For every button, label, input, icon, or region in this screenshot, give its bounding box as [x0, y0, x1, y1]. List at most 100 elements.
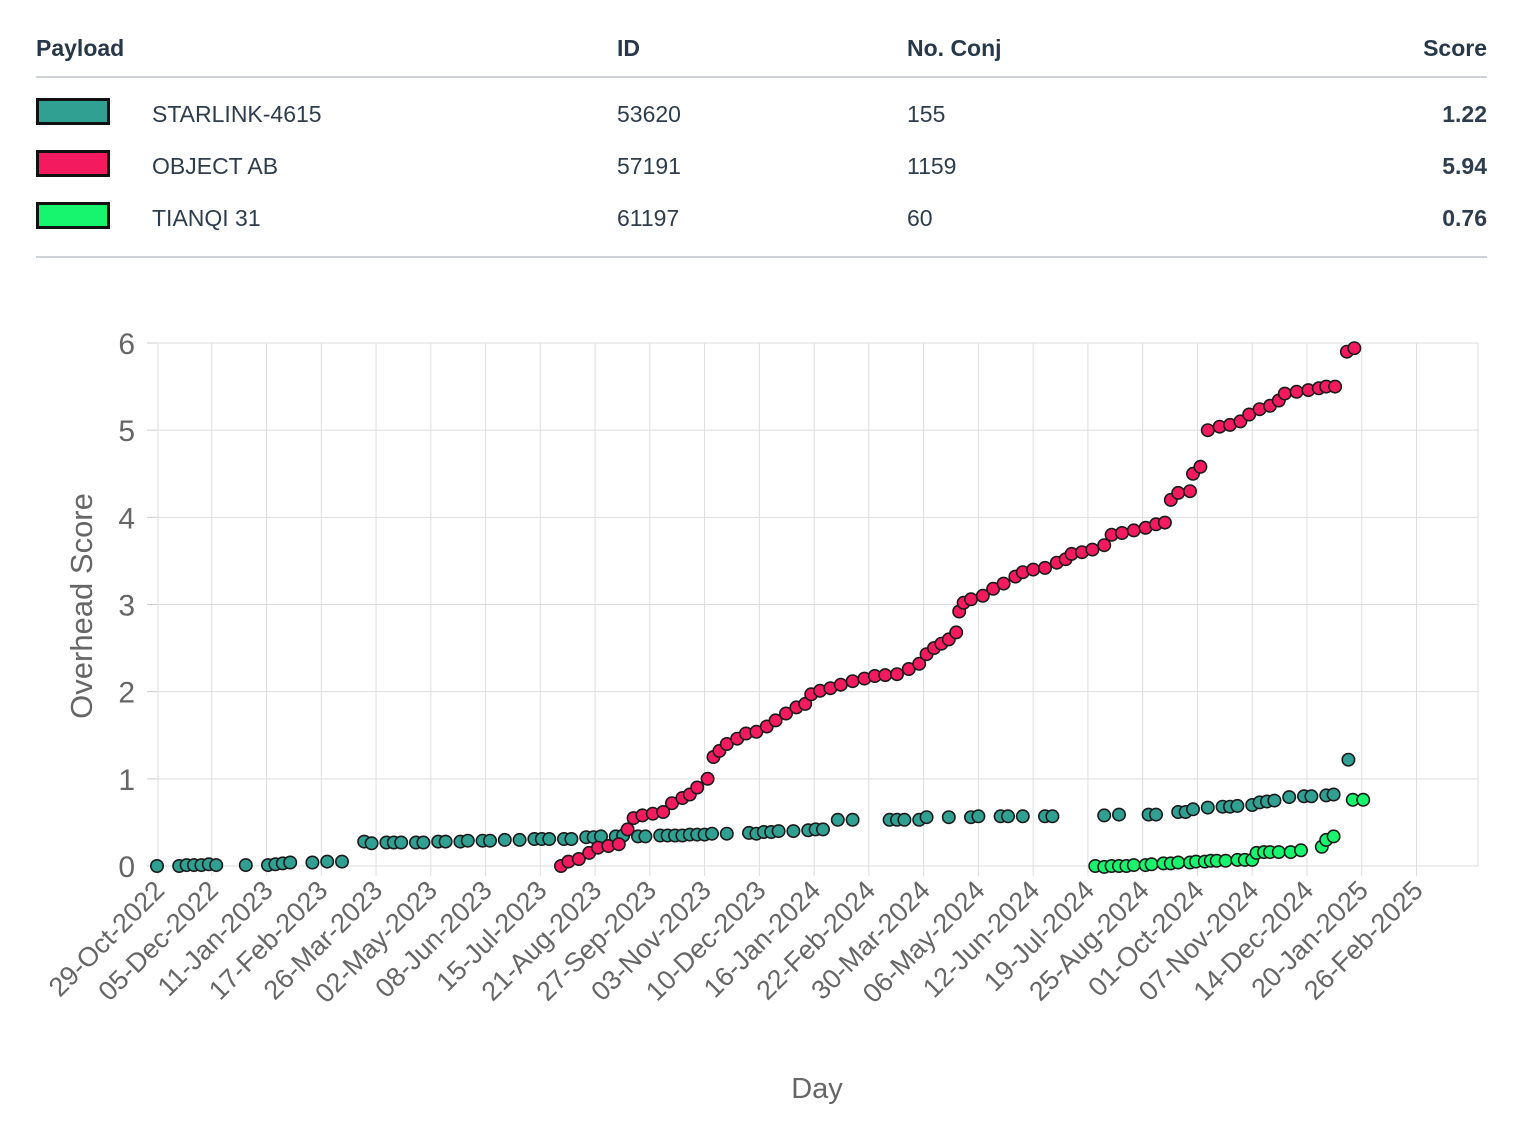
- data-point: [778, 706, 793, 721]
- data-point: [1230, 798, 1245, 813]
- payload-id: 61197: [617, 204, 680, 231]
- data-point: [897, 812, 912, 827]
- data-point: [771, 824, 786, 839]
- payload-legend-table: Payload ID No. Conj Score STARLINK-4615 …: [36, 20, 1487, 258]
- data-point: [150, 858, 165, 873]
- y-tick-label: 1: [118, 764, 135, 797]
- payload-conj: 155: [907, 100, 946, 127]
- data-point: [305, 855, 320, 870]
- data-point: [1115, 525, 1130, 540]
- data-point: [460, 833, 475, 848]
- payload-id: 57191: [617, 152, 681, 179]
- data-point: [1356, 792, 1371, 807]
- data-point: [209, 858, 224, 873]
- data-point: [700, 771, 715, 786]
- data-point: [1112, 807, 1127, 822]
- data-point: [542, 831, 557, 846]
- payload-id: 53620: [617, 100, 681, 127]
- data-point: [889, 667, 904, 682]
- data-point: [1326, 829, 1341, 844]
- data-point: [949, 625, 964, 640]
- table-header: Payload ID No. Conj Score: [36, 20, 1487, 78]
- data-point: [571, 851, 586, 866]
- data-point: [1097, 538, 1112, 553]
- payload-score: 5.94: [1442, 152, 1487, 179]
- data-point: [1267, 793, 1282, 808]
- data-point: [975, 588, 990, 603]
- data-point: [334, 854, 349, 869]
- table-row: OBJECT AB 57191 1159 5.94: [36, 140, 1487, 192]
- payload-conj: 1159: [907, 152, 957, 179]
- data-point: [1304, 789, 1319, 804]
- y-tick-label: 5: [118, 415, 135, 448]
- data-point: [638, 829, 653, 844]
- data-point: [438, 834, 453, 849]
- data-point: [845, 674, 860, 689]
- data-point: [963, 592, 978, 607]
- data-point: [1186, 802, 1201, 817]
- color-swatch: [36, 149, 110, 177]
- data-point: [768, 713, 783, 728]
- payload-conj: 60: [907, 204, 933, 231]
- data-point: [512, 832, 527, 847]
- y-tick-label: 6: [118, 328, 135, 361]
- data-point: [1277, 386, 1292, 401]
- data-point: [1289, 384, 1304, 399]
- data-point: [1045, 809, 1060, 824]
- y-tick-label: 0: [118, 851, 135, 884]
- data-point: [1015, 809, 1030, 824]
- table-row: TIANQI 31 61197 60 0.76: [36, 192, 1487, 244]
- data-point: [1271, 845, 1286, 860]
- payload-score: 0.76: [1442, 204, 1487, 231]
- data-point: [1347, 341, 1362, 356]
- y-axis-ticks: 0 1 2 3 4 5 6: [118, 328, 135, 884]
- payload-name: OBJECT AB: [152, 152, 279, 179]
- data-point: [238, 858, 253, 873]
- data-point: [1038, 560, 1053, 575]
- payload-name: STARLINK-4615: [152, 100, 322, 127]
- data-point: [1193, 459, 1208, 474]
- data-point: [912, 656, 927, 671]
- header-conj: No. Conj: [907, 34, 1002, 61]
- data-point: [1157, 515, 1172, 530]
- data-point: [1200, 423, 1215, 438]
- data-point: [1294, 843, 1309, 858]
- data-point: [364, 836, 379, 851]
- data-point: [620, 822, 635, 837]
- data-point: [996, 576, 1011, 591]
- data-point: [845, 812, 860, 827]
- data-point: [497, 832, 512, 847]
- y-tick-label: 3: [118, 590, 135, 623]
- data-point: [833, 677, 848, 692]
- data-point: [719, 826, 734, 841]
- data-point: [1326, 787, 1341, 802]
- data-point: [690, 780, 705, 795]
- data-point: [830, 812, 845, 827]
- color-swatch: [36, 201, 110, 229]
- y-tick-label: 2: [118, 677, 135, 710]
- data-point: [1183, 484, 1198, 499]
- x-axis-ticks: 29-Oct-202205-Dec-202211-Jan-202317-Feb-…: [43, 875, 1429, 1009]
- data-point: [1171, 855, 1186, 870]
- data-point: [1126, 858, 1141, 873]
- data-point: [1328, 379, 1343, 394]
- data-point: [283, 855, 298, 870]
- y-axis-label: Overhead Score: [64, 493, 99, 719]
- data-point: [1000, 809, 1015, 824]
- data-point: [1126, 523, 1141, 538]
- data-point: [656, 804, 671, 819]
- x-axis-label: Day: [791, 1073, 843, 1105]
- data-point: [1171, 485, 1186, 500]
- header-score: Score: [1423, 34, 1487, 61]
- data-point: [416, 835, 431, 850]
- data-point: [482, 833, 497, 848]
- data-point: [704, 826, 719, 841]
- data-point: [971, 809, 986, 824]
- data-point: [611, 837, 626, 852]
- data-point: [919, 810, 934, 825]
- data-point: [941, 810, 956, 825]
- color-swatch: [36, 97, 110, 125]
- data-point: [1149, 807, 1164, 822]
- payload-name: TIANQI 31: [152, 204, 261, 231]
